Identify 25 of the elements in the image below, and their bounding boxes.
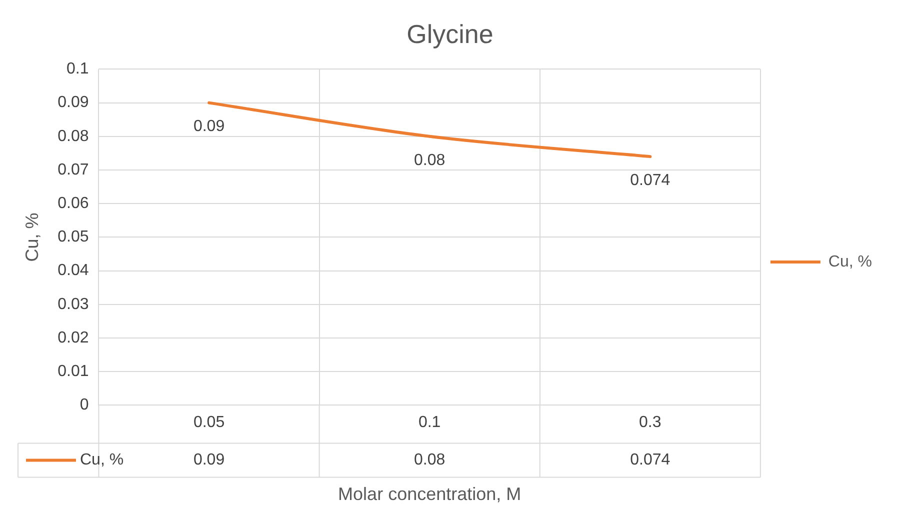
annotation: 0.09 xyxy=(193,118,225,136)
y-tick-label: 0.1 xyxy=(66,60,89,78)
y-tick-label: 0.04 xyxy=(58,262,89,280)
x-tick-label: 0.3 xyxy=(639,414,662,432)
data-label: 0.074 xyxy=(630,452,670,469)
data-label: 0.08 xyxy=(414,452,446,469)
y-tick-label: 0.01 xyxy=(58,363,89,380)
x-axis-title: Molar concentration, M xyxy=(338,484,522,504)
legend-label: Cu, % xyxy=(828,253,872,270)
y-tick-label: 0.03 xyxy=(58,296,89,313)
y-tick-label: 0.07 xyxy=(58,161,89,178)
y-tick-label: 0.09 xyxy=(58,94,89,112)
y-tick-label: 0.02 xyxy=(58,329,89,346)
y-tick-label: 0 xyxy=(80,396,89,414)
text: Cu, % xyxy=(80,452,124,469)
y-axis-title: Cu, % xyxy=(22,212,42,262)
x-tick-label: 0.05 xyxy=(193,414,225,432)
y-tick-label: 0.06 xyxy=(58,195,89,212)
annotation: 0.08 xyxy=(414,152,446,169)
x-tick-label: 0.1 xyxy=(418,414,441,432)
chart-title: Glycine xyxy=(406,18,494,49)
annotation: 0.074 xyxy=(630,172,670,189)
y-tick-label: 0.08 xyxy=(58,128,89,145)
data-label: 0.09 xyxy=(193,452,225,469)
y-tick-label: 0.05 xyxy=(58,228,89,246)
